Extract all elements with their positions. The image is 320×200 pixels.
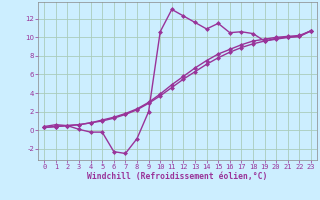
X-axis label: Windchill (Refroidissement éolien,°C): Windchill (Refroidissement éolien,°C) bbox=[87, 172, 268, 181]
